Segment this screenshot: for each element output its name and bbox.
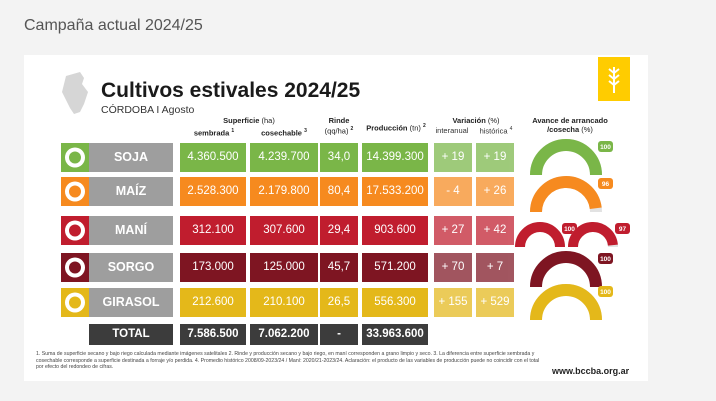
infographic-subtitle: CÓRDOBA I Agosto (101, 104, 195, 116)
total-label: TOTAL (89, 324, 173, 345)
header-avance: Avance de arrancado/cosecha (%) (532, 116, 608, 134)
header-produccion: Producción (tn) 2 (366, 123, 426, 133)
header-historica: histórica 4 (479, 126, 513, 136)
cell-historica-mani: + 42 (476, 216, 514, 245)
total-cosechable: 7.062.200 (250, 324, 318, 345)
cell-interanual-sorgo: + 70 (434, 253, 472, 282)
cell-sembrada-mani: 312.100 (180, 216, 246, 245)
cell-rinde-sorgo: 45,7 (320, 253, 358, 282)
footnote: 1. Suma de superficie secano y bajo rieg… (36, 351, 540, 370)
cell-cosechable-maiz: 2.179.800 (250, 177, 318, 206)
cell-interanual-maiz: - 4 (434, 177, 472, 206)
crop-label-sorgo: SORGO (89, 253, 173, 282)
header-interanual: interanual (435, 126, 469, 135)
total-produccion: 33.963.600 (362, 324, 428, 345)
cell-historica-soja: + 19 (476, 143, 514, 172)
page-title: Campaña actual 2024/25 (24, 17, 203, 34)
gauge-arc-girasol (530, 284, 602, 321)
cell-produccion-sorgo: 571.200 (362, 253, 428, 282)
header-variacion: Variación (%) (452, 116, 500, 125)
gauge-arc-maiz (530, 176, 602, 213)
gauge-value-label: 100 (600, 144, 611, 151)
cell-sembrada-maiz: 2.528.300 (180, 177, 246, 206)
gauge-arc-soja (530, 139, 602, 176)
gauge-value-label: 97 (619, 226, 627, 233)
gauge-badge (615, 223, 630, 234)
cell-historica-girasol: + 529 (476, 288, 514, 317)
cell-interanual-girasol: + 155 (434, 288, 472, 317)
wheat-logo (598, 57, 630, 101)
cell-interanual-mani: + 27 (434, 216, 472, 245)
gauge-value-label: 100 (564, 226, 575, 233)
cell-sembrada-girasol: 212.600 (180, 288, 246, 317)
crop-icon-girasol (61, 288, 89, 317)
crop-icon-maiz (61, 177, 89, 206)
gauge-value-label: 100 (600, 289, 611, 296)
header-rinde: Rinde (qq/ha) 2 (324, 116, 354, 136)
cell-cosechable-sorgo: 125.000 (250, 253, 318, 282)
cell-rinde-soja: 34,0 (320, 143, 358, 172)
total-sembrada: 7.586.500 (180, 324, 246, 345)
gauge-value-label: 96 (602, 181, 610, 188)
crop-icon-sorgo (61, 253, 89, 282)
total-rinde: - (320, 324, 358, 345)
cell-cosechable-soja: 4.239.700 (250, 143, 318, 172)
cell-produccion-soja: 14.399.300 (362, 143, 428, 172)
infographic-title: Cultivos estivales 2024/25 (101, 79, 361, 102)
cell-produccion-girasol: 556.300 (362, 288, 428, 317)
gauge-arc-mani-1 (515, 222, 565, 248)
gauge-badge (562, 223, 577, 234)
gauge-arc-sorgo (530, 251, 602, 288)
cell-cosechable-mani: 307.600 (250, 216, 318, 245)
cell-rinde-girasol: 26,5 (320, 288, 358, 317)
gauge-badge (598, 253, 613, 264)
crop-label-mani: MANÍ (89, 216, 173, 245)
cell-sembrada-soja: 4.360.500 (180, 143, 246, 172)
cell-historica-maiz: + 26 (476, 177, 514, 206)
gauge-arc-mani-2 (568, 222, 618, 248)
cell-sembrada-sorgo: 173.000 (180, 253, 246, 282)
cordoba-map-icon (62, 72, 88, 114)
gauge-badge (598, 286, 613, 297)
crop-label-soja: SOJA (89, 143, 173, 172)
crop-label-girasol: GIRASOL (89, 288, 173, 317)
crop-icon-soja (61, 143, 89, 172)
wheat-icon (608, 67, 620, 93)
gauge-badge (598, 178, 613, 189)
crop-label-maiz: MAÍZ (89, 177, 173, 206)
gauge-value-label: 100 (600, 256, 611, 263)
cell-produccion-mani: 903.600 (362, 216, 428, 245)
gauge-badge (598, 141, 613, 152)
cell-historica-sorgo: + 7 (476, 253, 514, 282)
website-label: www.bccba.org.ar (552, 366, 630, 376)
cell-rinde-mani: 29,4 (320, 216, 358, 245)
cell-interanual-soja: + 19 (434, 143, 472, 172)
header-sembrada: sembrada 1 (193, 128, 235, 138)
header-superficie: Superficie (ha) (223, 116, 275, 125)
cell-cosechable-girasol: 210.100 (250, 288, 318, 317)
cell-rinde-maiz: 80,4 (320, 177, 358, 206)
cell-produccion-maiz: 17.533.200 (362, 177, 428, 206)
header-cosechable: cosechable 3 (261, 128, 307, 138)
crop-icon-mani (61, 216, 89, 245)
